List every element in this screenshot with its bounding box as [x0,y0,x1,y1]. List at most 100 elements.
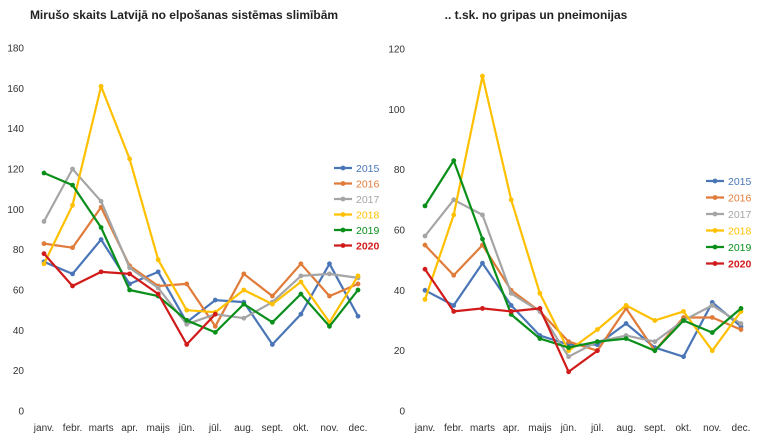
data-point-2015 [70,271,75,277]
data-point-2019 [212,329,218,335]
legend-marker-2018 [340,212,346,217]
data-point-2018 [98,83,104,89]
x-tick-label: marts [470,423,495,434]
x-tick-label: sept. [644,423,666,434]
data-point-2018 [422,296,428,302]
data-point-2020 [451,309,457,314]
data-point-2019 [451,158,457,164]
data-point-2016 [355,281,361,287]
data-point-2019 [184,317,190,323]
y-tick-label: 20 [394,346,406,357]
data-point-2017 [327,271,332,277]
data-point-2019 [70,182,75,188]
y-tick-label: 60 [13,286,25,297]
data-point-2016 [327,293,332,299]
y-tick-label: 0 [18,407,24,418]
data-point-2020 [422,266,428,272]
x-tick-label: dec. [732,423,751,434]
data-point-2017 [566,354,572,360]
data-point-2019 [681,318,686,323]
data-point-2019 [480,236,485,242]
data-point-2017 [241,315,247,321]
data-point-2016 [70,245,75,251]
data-point-2016 [709,315,715,320]
data-point-2016 [241,271,247,277]
x-tick-label: marts [89,423,114,434]
series-line-2018 [423,74,743,352]
data-point-2019 [652,348,658,354]
data-point-2016 [298,261,304,267]
y-tick-label: 40 [13,326,25,337]
data-point-2018 [269,301,275,307]
x-tick-label: jūl. [208,423,222,434]
data-point-2015 [298,311,304,317]
data-point-2020 [566,369,572,375]
data-point-2016 [212,323,218,329]
data-point-2018 [355,273,361,279]
data-point-2018 [508,197,514,203]
data-point-2017 [184,321,190,327]
data-point-2020 [537,306,543,311]
x-tick-label: jūl. [590,423,604,434]
y-tick-label: 140 [7,124,24,135]
data-point-2017 [480,212,485,218]
y-tick-label: 100 [7,205,24,216]
data-point-2020 [70,283,75,289]
y-tick-label: 120 [7,165,24,176]
data-point-2018 [451,212,457,218]
data-point-2015 [681,354,686,360]
legend-label-2018: 2018 [356,210,380,222]
data-point-2015 [269,342,275,347]
data-point-2020 [98,269,104,275]
legend-marker-2018 [712,228,718,233]
x-tick-label: okt. [675,423,691,434]
data-point-2020 [212,311,218,317]
x-tick-label: janv. [414,423,435,434]
legend-label-2015: 2015 [356,163,380,175]
data-point-2018 [184,307,190,313]
legend-marker-2019 [340,227,346,233]
data-point-2018 [298,279,304,285]
x-tick-label: apr. [121,423,138,434]
data-point-2015 [451,303,457,308]
data-point-2019 [594,339,600,345]
y-tick-label: 20 [13,366,25,377]
y-tick-label: 120 [388,45,405,56]
data-point-2018 [537,290,543,296]
data-point-2018 [241,287,247,293]
x-tick-label: maijs [147,423,170,434]
data-point-2016 [451,272,457,278]
data-point-2015 [422,287,428,293]
data-point-2017 [652,339,658,345]
y-tick-label: 80 [13,245,25,256]
data-point-2020 [155,291,161,297]
x-tick-label: janv. [33,423,54,434]
data-point-2019 [738,306,744,311]
chart-title: Mirušo skaits Latvijā no elpošanas sistē… [29,8,339,22]
legend-marker-2017 [712,211,718,217]
series-line-2017 [42,167,360,326]
data-point-2018 [709,348,715,354]
data-point-2018 [681,309,686,314]
x-tick-label: nov. [703,423,721,434]
chart-title: .. t.sk. no gripas un pneimonijas [444,8,628,22]
series-line-2019 [42,171,360,334]
legend-marker-2017 [340,196,346,202]
x-tick-label: maijs [528,423,551,434]
data-point-2016 [184,281,190,287]
data-point-2019 [355,287,361,293]
x-tick-label: jūn. [560,423,577,434]
legend-marker-2016 [340,181,346,186]
legend-label-2017: 2017 [356,194,380,206]
data-point-2017 [41,219,47,224]
legend-label-2020: 2020 [728,259,752,271]
chart-panel-left: Mirušo skaits Latvijā no elpošanas sistē… [7,8,380,434]
data-point-2018 [41,261,47,267]
legend-label-2020: 2020 [356,241,380,253]
x-tick-label: febr. [444,423,463,434]
x-tick-label: dec. [349,423,368,434]
legend-label-2017: 2017 [728,209,752,221]
data-point-2015 [355,313,361,319]
legend-marker-2015 [340,165,346,171]
data-point-2019 [709,330,715,335]
